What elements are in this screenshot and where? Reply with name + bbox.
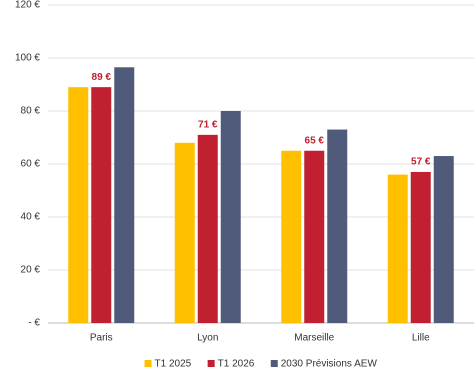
bar <box>387 174 408 323</box>
y-tick-label: 20 € <box>21 265 41 276</box>
bar <box>304 150 325 323</box>
y-tick-label: 80 € <box>21 106 41 117</box>
bar <box>114 67 135 324</box>
legend-label: 2030 Prévisions AEW <box>281 359 378 370</box>
data-label: 71 € <box>198 119 218 130</box>
bar <box>281 150 302 323</box>
legend-swatch <box>144 360 152 367</box>
data-label: 65 € <box>305 135 325 146</box>
data-label: 57 € <box>411 157 431 168</box>
bar <box>433 156 454 323</box>
bar <box>327 129 348 323</box>
y-tick-label: 60 € <box>21 159 41 170</box>
bar <box>220 111 241 323</box>
y-tick-label: - € <box>28 318 40 329</box>
x-tick-label: Marseille <box>294 333 334 344</box>
x-tick-label: Lyon <box>197 333 218 344</box>
y-tick-label: 100 € <box>15 53 40 64</box>
legend-swatch <box>270 360 278 367</box>
legend-label: T1 2026 <box>218 359 255 370</box>
x-tick-label: Paris <box>90 333 113 344</box>
data-label: 89 € <box>92 72 112 83</box>
bar <box>174 142 195 323</box>
bar <box>68 87 89 324</box>
bar <box>91 87 112 324</box>
y-tick-label: 120 € <box>15 0 40 11</box>
legend-swatch <box>207 360 215 367</box>
bar <box>410 171 431 323</box>
x-tick-label: Lille <box>412 333 430 344</box>
y-tick-label: 40 € <box>21 212 41 223</box>
legend-label: T1 2025 <box>155 359 192 370</box>
bar <box>197 134 218 323</box>
